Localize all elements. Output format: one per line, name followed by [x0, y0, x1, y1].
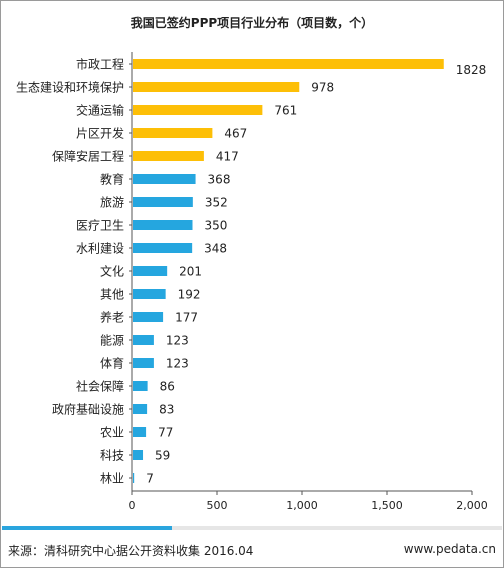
- value-label: 7: [146, 472, 154, 486]
- category-label: 保障安居工程: [52, 149, 124, 164]
- source-note: 来源：清科研究中心据公开资料收集 2016.04: [8, 544, 254, 558]
- bar: [133, 358, 154, 368]
- bar: [133, 312, 164, 322]
- x-tick-label: 1,000: [286, 499, 318, 512]
- category-label: 农业: [100, 426, 124, 440]
- bar: [133, 473, 135, 483]
- bar: [133, 289, 166, 299]
- value-label: 417: [216, 150, 239, 164]
- bar: [133, 220, 193, 230]
- bar: [133, 427, 147, 437]
- category-label: 交通运输: [76, 103, 124, 118]
- value-label: 350: [205, 219, 228, 233]
- bar: [133, 450, 144, 460]
- x-tick-label: 500: [207, 499, 228, 512]
- value-label: 123: [166, 357, 189, 371]
- bar: [133, 404, 148, 414]
- progress-track: [2, 526, 502, 530]
- bar: [133, 82, 300, 92]
- bar: [133, 197, 193, 207]
- category-label: 水利建设: [76, 242, 124, 256]
- category-label: 政府基础设施: [52, 402, 124, 417]
- value-label: 59: [155, 449, 170, 463]
- value-label: 1828: [456, 63, 487, 77]
- value-label: 177: [175, 311, 198, 325]
- bar: [133, 381, 148, 391]
- bar: [133, 128, 213, 138]
- bar: [133, 243, 193, 253]
- category-label: 市政工程: [76, 57, 124, 72]
- bar: [133, 105, 263, 115]
- value-label: 201: [179, 265, 202, 279]
- category-label: 体育: [100, 356, 124, 371]
- value-label: 86: [160, 380, 175, 394]
- progress-fill: [2, 526, 172, 530]
- category-label: 林业: [100, 472, 124, 486]
- bar: [133, 59, 444, 69]
- bar: [133, 266, 168, 276]
- value-label: 192: [178, 288, 201, 302]
- bar: [133, 151, 204, 161]
- category-label: 片区开发: [76, 126, 124, 141]
- value-label: 77: [158, 426, 173, 440]
- value-label: 352: [205, 196, 228, 210]
- x-tick-label: 0: [129, 499, 136, 512]
- value-label: 348: [204, 242, 227, 256]
- chart-title: 我国已签约PPP项目行业分布（项目数，个）: [130, 16, 374, 30]
- value-label: 467: [224, 127, 247, 141]
- category-label: 生态建设和环境保护: [16, 80, 124, 95]
- value-label: 123: [166, 334, 189, 348]
- category-label: 医疗卫生: [76, 219, 124, 233]
- bar: [133, 335, 154, 345]
- category-label: 旅游: [100, 196, 124, 210]
- x-tick-label: 2,000: [456, 499, 488, 512]
- category-label: 文化: [100, 264, 124, 279]
- category-label: 能源: [100, 334, 124, 348]
- category-label: 养老: [100, 310, 124, 325]
- source-url: www.pedata.cn: [403, 542, 496, 556]
- value-label: 978: [311, 81, 334, 95]
- category-label: 科技: [100, 449, 124, 463]
- category-label: 社会保障: [76, 379, 124, 394]
- x-tick-label: 1,500: [371, 499, 403, 512]
- value-label: 83: [159, 403, 174, 417]
- value-label: 368: [208, 173, 231, 187]
- category-label: 教育: [100, 172, 124, 187]
- category-label: 其他: [100, 288, 124, 302]
- value-label: 761: [274, 104, 297, 118]
- bar: [133, 174, 196, 184]
